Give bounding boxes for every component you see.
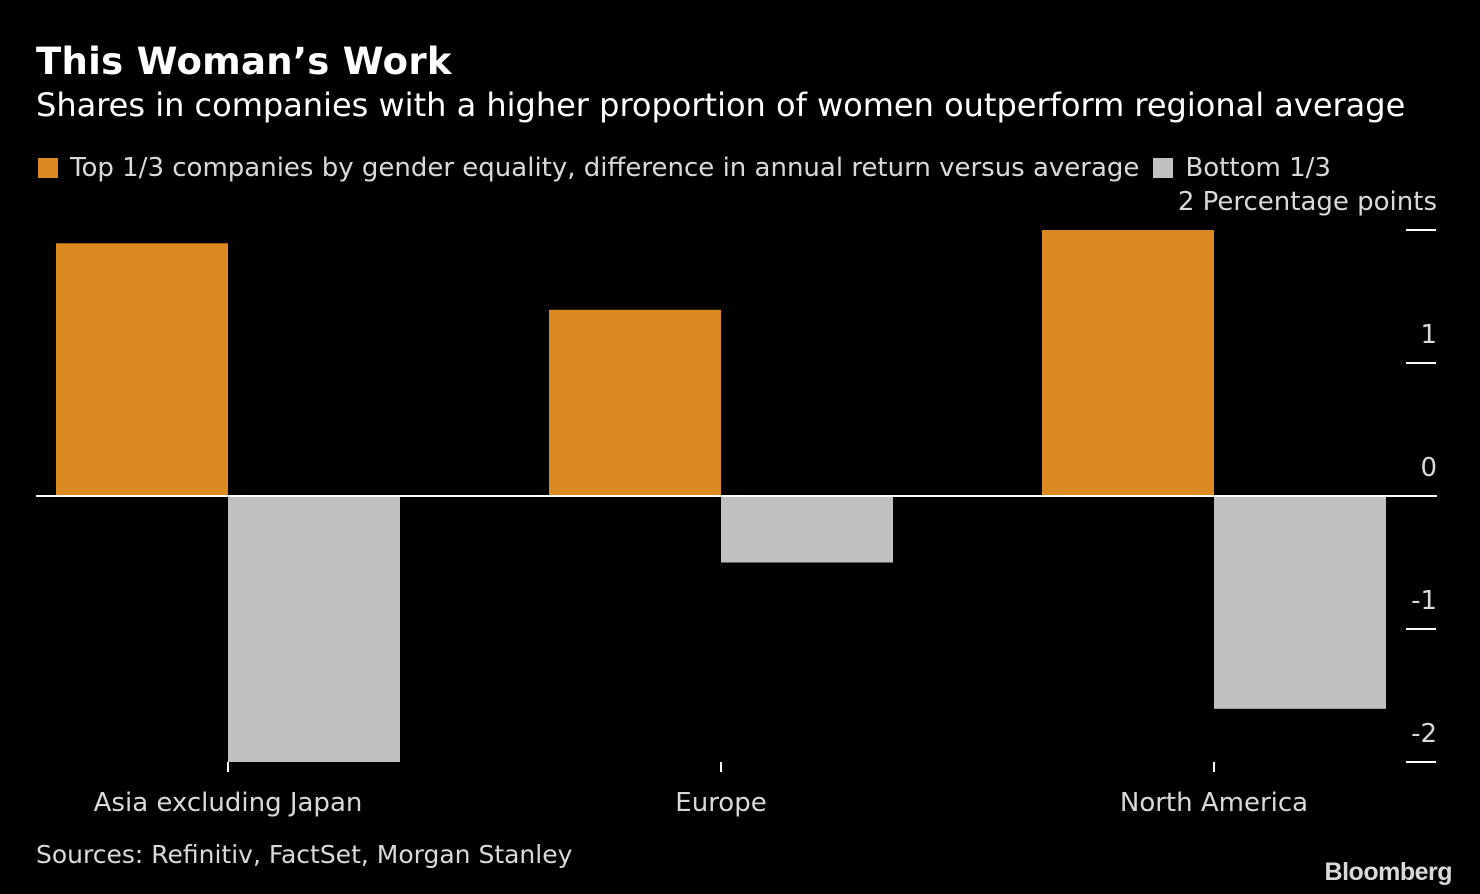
- y-tick-label-0: 2 Percentage points: [1178, 187, 1437, 217]
- x-tick-label-0: Asia excluding Japan: [94, 788, 363, 818]
- legend-item-bottom: Bottom 1/3: [1153, 153, 1331, 183]
- bar-bottom-2: [1214, 496, 1386, 709]
- legend: Top 1/3 companies by gender equality, di…: [38, 153, 1345, 183]
- legend-swatch-bottom: [1153, 158, 1174, 178]
- legend-label-bottom: Bottom 1/3: [1185, 153, 1331, 183]
- legend-swatch-top: [38, 158, 58, 178]
- chart-subtitle: Shares in companies with a higher propor…: [36, 86, 1406, 124]
- x-tick-label-1: Europe: [675, 788, 766, 818]
- y-tick-label-2: 0: [1420, 453, 1437, 483]
- legend-label-top: Top 1/3 companies by gender equality, di…: [70, 153, 1140, 183]
- source-note: Sources: Refinitiv, FactSet, Morgan Stan…: [36, 840, 573, 869]
- bar-top-0: [56, 243, 228, 496]
- bar-top-2: [1042, 230, 1214, 496]
- y-tick-label-4: -2: [1411, 719, 1437, 749]
- bar-bottom-0: [228, 496, 400, 762]
- chart-title: This Woman’s Work: [36, 40, 452, 83]
- bar-top-1: [549, 309, 721, 496]
- y-tick-label-3: -1: [1411, 586, 1437, 616]
- bloomberg-logo: Bloomberg: [1324, 858, 1453, 886]
- y-tick-label-1: 1: [1420, 320, 1437, 350]
- x-tick-label-2: North America: [1120, 788, 1308, 818]
- legend-item-top: Top 1/3 companies by gender equality, di…: [38, 153, 1139, 183]
- bar-bottom-1: [721, 496, 893, 563]
